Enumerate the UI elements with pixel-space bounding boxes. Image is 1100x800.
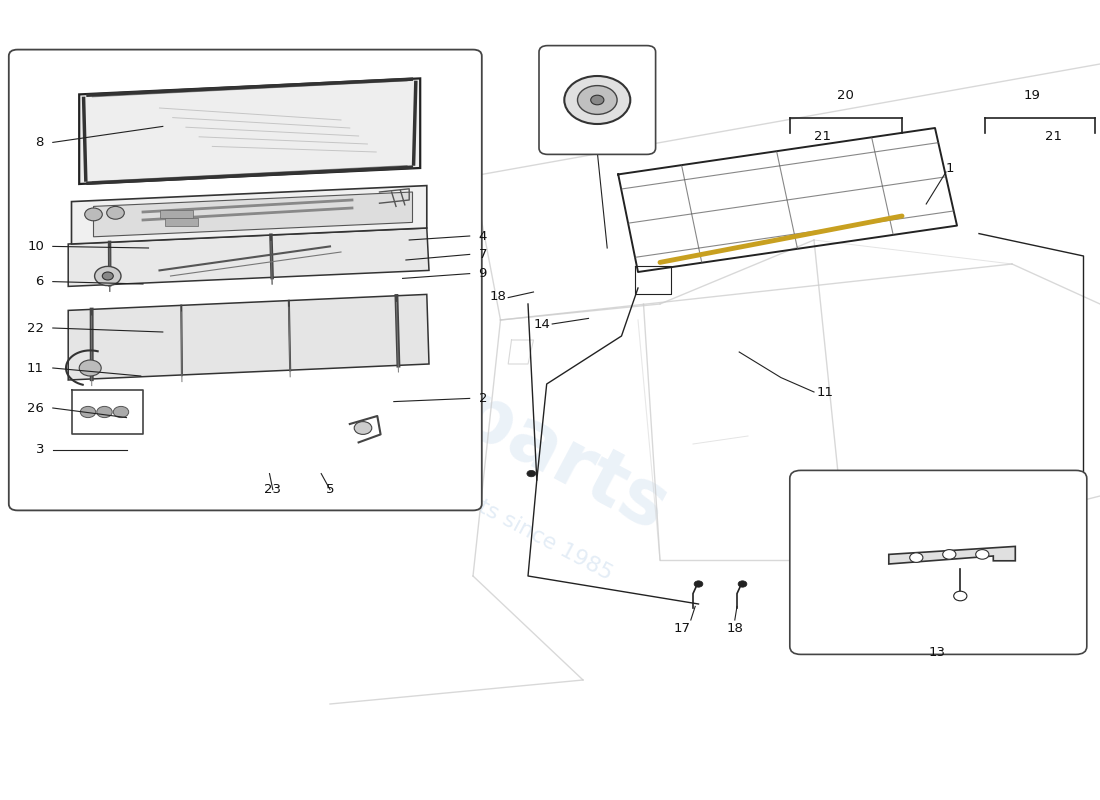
FancyBboxPatch shape [539, 46, 656, 154]
Circle shape [354, 422, 372, 434]
Circle shape [738, 581, 747, 587]
Circle shape [943, 550, 956, 559]
Text: 6: 6 [35, 275, 44, 288]
Text: 20: 20 [837, 90, 855, 102]
Circle shape [97, 406, 112, 418]
Circle shape [564, 76, 630, 124]
Text: 9: 9 [478, 267, 487, 280]
Text: 14: 14 [534, 318, 550, 330]
Text: 18: 18 [490, 290, 506, 302]
Text: 21: 21 [1045, 130, 1063, 142]
Text: 10: 10 [28, 240, 44, 253]
Polygon shape [72, 186, 427, 244]
Circle shape [976, 550, 989, 559]
Text: 1: 1 [946, 162, 955, 174]
Polygon shape [889, 546, 1015, 564]
Text: 21: 21 [814, 130, 832, 142]
Text: a passion for parts since 1985: a passion for parts since 1985 [309, 408, 615, 584]
FancyBboxPatch shape [9, 50, 482, 510]
Text: eurocarparts: eurocarparts [155, 221, 681, 547]
Polygon shape [94, 192, 412, 237]
Circle shape [591, 95, 604, 105]
Circle shape [85, 208, 102, 221]
Text: 11: 11 [28, 362, 44, 374]
Circle shape [578, 86, 617, 114]
Polygon shape [68, 294, 429, 380]
Text: 23: 23 [264, 483, 282, 496]
Circle shape [910, 553, 923, 562]
Bar [160, 210, 192, 218]
FancyBboxPatch shape [790, 470, 1087, 654]
Text: 4: 4 [478, 230, 487, 242]
Polygon shape [68, 228, 429, 286]
Polygon shape [79, 78, 420, 184]
Circle shape [80, 406, 96, 418]
Text: 17: 17 [673, 622, 691, 635]
Circle shape [694, 581, 703, 587]
Bar [165, 218, 198, 226]
Text: 22: 22 [28, 322, 44, 334]
Text: 8: 8 [35, 136, 44, 149]
Circle shape [113, 406, 129, 418]
Text: 3: 3 [35, 443, 44, 456]
Text: 11: 11 [816, 386, 833, 398]
Circle shape [107, 206, 124, 219]
Circle shape [954, 591, 967, 601]
Text: 13: 13 [928, 646, 946, 659]
Circle shape [102, 272, 113, 280]
Circle shape [79, 360, 101, 376]
Text: 5: 5 [326, 483, 334, 496]
Circle shape [95, 266, 121, 286]
Text: 19: 19 [1023, 90, 1041, 102]
Text: 2: 2 [478, 392, 487, 405]
Text: 26: 26 [28, 402, 44, 414]
Circle shape [527, 470, 536, 477]
Text: 18: 18 [726, 622, 744, 635]
Text: 7: 7 [478, 248, 487, 261]
